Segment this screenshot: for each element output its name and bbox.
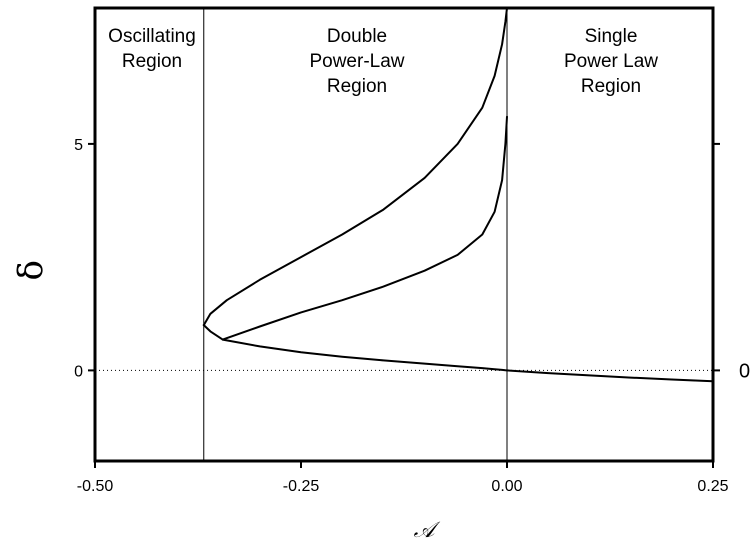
series-line-2 xyxy=(204,325,507,370)
x-tick-label: -0.50 xyxy=(77,478,114,495)
series-line-4 xyxy=(507,370,713,381)
series-line-3 xyxy=(223,117,507,340)
region-label-2: Double xyxy=(327,26,387,47)
region-label-2: Power-Law xyxy=(309,51,404,72)
region-label-1: Oscillating xyxy=(108,26,196,47)
y-tick-label: 5 xyxy=(74,137,83,154)
y-axis-title: δ xyxy=(11,260,51,280)
labels-group: -0.50 -0.25 0.00 0.25 0 5 0 δ 𝒜 Oscillating Region… xyxy=(11,26,750,543)
x-tick-label: 0.25 xyxy=(697,478,728,495)
x-tick-label: 0.00 xyxy=(491,478,522,495)
region-label-3: Power Law xyxy=(564,51,658,72)
region-label-1: Region xyxy=(122,51,182,72)
x-axis-title: 𝒜 xyxy=(414,518,441,543)
region-label-3: Region xyxy=(581,76,641,97)
x-tick-label: -0.25 xyxy=(283,478,320,495)
y-tick-label: 0 xyxy=(74,363,83,380)
region-label-2: Region xyxy=(327,76,387,97)
region-label-3: Single xyxy=(585,26,638,47)
right-y-tick-label: 0 xyxy=(739,360,750,382)
